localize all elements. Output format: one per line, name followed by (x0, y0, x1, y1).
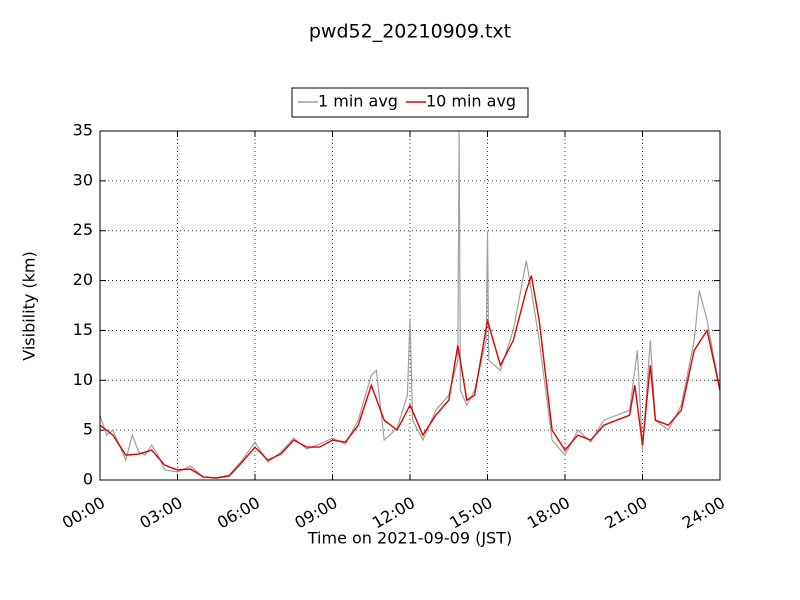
x-axis-label: Time on 2021-09-09 (JST) (307, 529, 512, 548)
y-tick-label: 0 (83, 470, 93, 489)
y-tick-label: 25 (73, 220, 93, 239)
y-tick-label: 30 (73, 170, 93, 189)
y-tick-label: 35 (73, 121, 93, 140)
series-line (100, 131, 720, 479)
legend-label: 10 min avg (426, 92, 516, 111)
y-axis-label: Visibility (km) (20, 251, 39, 360)
y-tick-label: 5 (83, 420, 93, 439)
series-line (100, 275, 720, 479)
plot-frame (99, 130, 721, 481)
y-tick-label: 10 (73, 370, 93, 389)
legend-label: 1 min avg (318, 92, 398, 111)
y-tick-label: 15 (73, 320, 93, 339)
legend: 1 min avg 10 min avg (291, 87, 529, 118)
chart-title: pwd52_20210909.txt (309, 21, 511, 43)
y-tick-label: 20 (73, 270, 93, 289)
